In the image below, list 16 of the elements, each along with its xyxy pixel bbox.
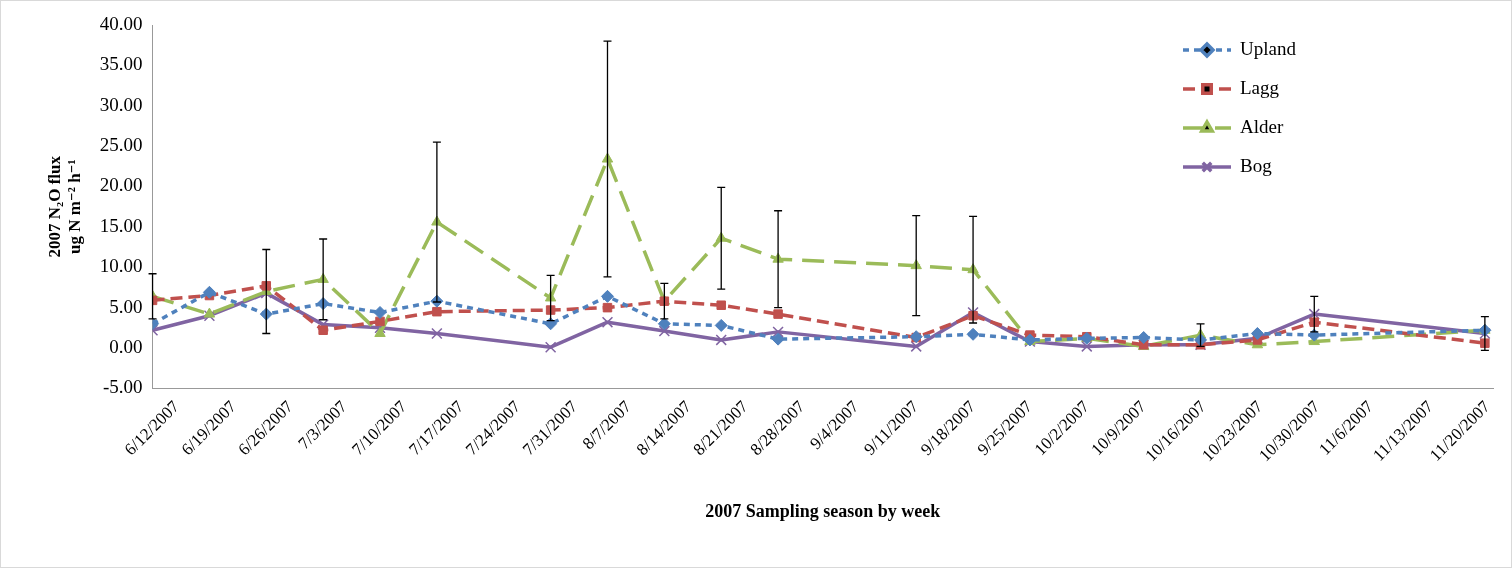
y-tick-label: -5.00: [102, 376, 143, 398]
y-tick-label: 30.00: [99, 93, 143, 115]
legend-label: Lagg: [1240, 76, 1280, 98]
y-tick-label: 20.00: [99, 174, 143, 196]
y-tick-label: 25.00: [99, 134, 143, 156]
legend-label: Alder: [1240, 115, 1284, 137]
legend-label: Upland: [1240, 37, 1297, 59]
y-tick-label: 10.00: [99, 255, 143, 277]
y-tick-label: 0.00: [109, 336, 143, 358]
y-tick-label: 5.00: [109, 295, 143, 317]
y-tick-label: 15.00: [99, 214, 143, 236]
y-tick-label: 40.00: [99, 12, 143, 34]
y-axis-title: 2007 N₂O flux ug N m⁻² h⁻¹: [44, 155, 84, 258]
y-tick-label: 35.00: [99, 53, 143, 75]
x-axis-title: 2007 Sampling season by week: [705, 500, 941, 521]
legend-label: Bog: [1240, 154, 1273, 176]
